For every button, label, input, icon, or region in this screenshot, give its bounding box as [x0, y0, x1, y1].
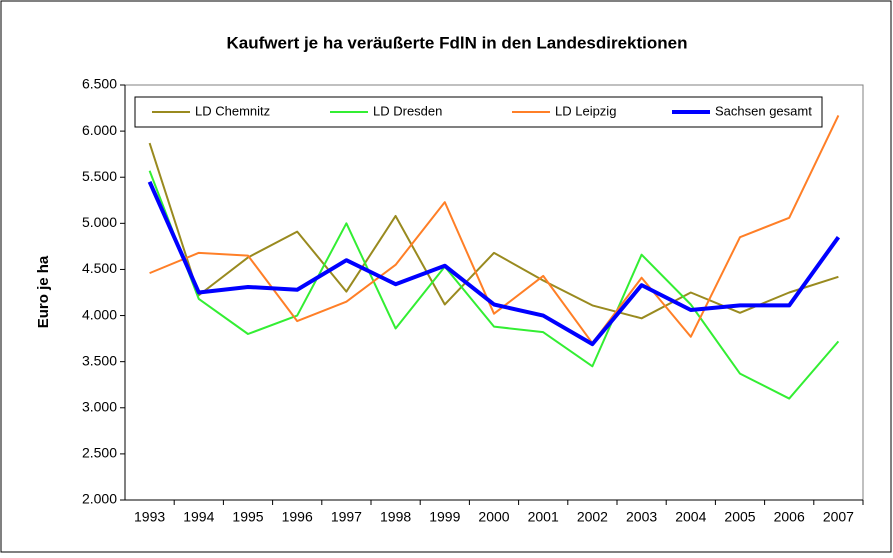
- y-axis-label: Euro je ha: [35, 255, 52, 328]
- legend-label: Sachsen gesamt: [715, 103, 812, 118]
- chart-title: Kaufwert je ha veräußerte FdlN in den La…: [227, 33, 688, 52]
- x-tick-label: 2004: [675, 509, 706, 525]
- x-tick-label: 2000: [478, 509, 509, 525]
- series-line: [148, 170, 840, 400]
- x-tick-label: 2006: [774, 509, 805, 525]
- x-tick-label: 2007: [823, 509, 854, 525]
- x-tick-label: 2005: [724, 509, 755, 525]
- legend-label: LD Leipzig: [555, 103, 616, 118]
- x-tick-label: 1999: [429, 509, 460, 525]
- y-tick-label: 5.500: [82, 168, 117, 184]
- x-tick-label: 1996: [282, 509, 313, 525]
- series-line: [147, 181, 841, 347]
- y-tick-label: 4.000: [82, 306, 117, 322]
- y-tick-label: 3.000: [82, 398, 117, 414]
- legend-label: LD Chemnitz: [195, 103, 270, 118]
- y-tick-label: 4.500: [82, 260, 117, 276]
- x-tick-label: 1995: [232, 509, 263, 525]
- y-tick-label: 6.000: [82, 122, 117, 138]
- y-tick-label: 3.500: [82, 352, 117, 368]
- x-tick-label: 1998: [380, 509, 411, 525]
- x-tick-label: 2003: [626, 509, 657, 525]
- y-tick-label: 2.500: [82, 445, 117, 461]
- y-tick-label: 2.000: [82, 491, 117, 507]
- x-tick-label: 1993: [134, 509, 165, 525]
- x-tick-label: 1994: [183, 509, 214, 525]
- x-tick-label: 1997: [331, 509, 362, 525]
- x-tick-label: 2002: [577, 509, 608, 525]
- y-tick-label: 5.000: [82, 214, 117, 230]
- y-tick-label: 6.500: [82, 76, 117, 92]
- legend-label: LD Dresden: [373, 103, 442, 118]
- series-line: [149, 114, 840, 345]
- x-tick-label: 2001: [528, 509, 559, 525]
